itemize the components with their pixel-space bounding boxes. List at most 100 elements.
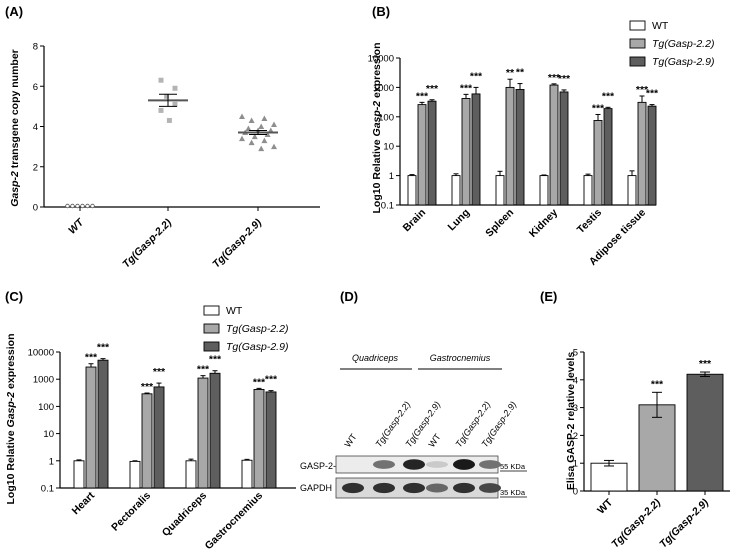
blot-band	[426, 461, 448, 468]
legend-b: WT Tg(Gasp-2.2) Tg(Gasp-2.9)	[629, 20, 714, 68]
data-point	[251, 133, 258, 140]
x-tick-label: Gastrocnemius	[203, 490, 266, 551]
bar	[583, 175, 593, 206]
y-tick-label: 0	[573, 487, 578, 498]
bar	[73, 460, 85, 489]
y-tick-label: 0.1	[41, 484, 54, 495]
legend-swatch	[203, 341, 220, 352]
x-tick-label: Quadriceps	[160, 490, 209, 539]
bar	[471, 93, 481, 206]
significance-stars: ***	[97, 342, 110, 354]
y-tick-label: 3	[573, 403, 578, 414]
x-tick-label: Brain	[401, 207, 428, 234]
data-point	[75, 203, 80, 209]
x-tick-label: Spleen	[483, 207, 516, 240]
bar	[647, 105, 657, 206]
data-point	[261, 137, 268, 144]
data-point	[258, 123, 265, 129]
data-point	[80, 203, 85, 209]
legend-c: WT Tg(Gasp-2.2) Tg(Gasp-2.9)	[203, 305, 288, 353]
bar	[85, 366, 97, 489]
bar	[515, 89, 525, 206]
bar	[265, 391, 277, 489]
y-axis-label: Gasp-2 transgene copy number	[9, 49, 21, 207]
bar	[549, 84, 559, 206]
bar	[141, 393, 153, 489]
significance-stars: ***	[141, 381, 154, 393]
y-tick-label: 8	[33, 42, 38, 53]
bar	[427, 100, 437, 206]
data-point	[245, 125, 252, 132]
y-tick-label: 10000	[368, 54, 394, 65]
data-point	[271, 143, 277, 150]
blot-group-label: Gastrocnemius	[430, 353, 491, 363]
data-point	[85, 203, 90, 209]
panel-label: (B)	[372, 4, 390, 19]
y-tick-label: 2	[33, 162, 38, 173]
significance-stars: ***	[602, 90, 615, 102]
y-tick-label: 100	[38, 402, 54, 413]
significance-stars: ***	[460, 82, 473, 94]
blot-row-label: GAPDH	[300, 483, 332, 493]
blot-band	[403, 482, 425, 494]
data-point	[166, 117, 172, 123]
y-tick-label: 1	[573, 459, 578, 470]
x-tick-label: Heart	[70, 489, 98, 517]
bar	[603, 108, 613, 206]
bar	[197, 377, 209, 489]
significance-stars: ***	[416, 90, 429, 102]
bar	[627, 175, 637, 206]
data-point	[158, 107, 164, 113]
x-tick-label: Tg(Gasp-2.9)	[210, 216, 264, 270]
y-tick-label: 1000	[33, 375, 54, 386]
legend-label: Tg(Gasp-2.2)	[652, 38, 714, 50]
x-tick-label: WT	[66, 216, 87, 237]
bar	[590, 462, 628, 492]
data-point	[164, 93, 170, 99]
legend-label: Tg(Gasp-2.2)	[226, 323, 288, 335]
panel-label: (E)	[540, 289, 557, 304]
bar	[407, 175, 417, 206]
y-tick-label: 10	[383, 142, 394, 153]
significance-stars: ***	[646, 88, 659, 100]
y-axis-label: Elisa GASP-2 relative levels	[565, 352, 577, 490]
bar	[241, 459, 253, 489]
data-point	[239, 135, 245, 142]
significance-stars: ***	[197, 364, 210, 376]
x-tick-label: Tg(Gasp-2.2)	[609, 496, 663, 550]
x-tick-label: Pectoralis	[109, 490, 153, 534]
bar	[505, 86, 515, 206]
y-tick-label: 5	[573, 348, 578, 359]
legend-swatch	[629, 38, 646, 49]
panel-label: (A)	[5, 4, 23, 19]
bar	[451, 175, 461, 206]
bar	[461, 98, 471, 206]
x-tick-label: Tg(Gasp-2.2)	[120, 216, 174, 270]
y-tick-label: 100	[378, 112, 394, 123]
bar	[495, 175, 505, 206]
significance-stars: **	[516, 67, 525, 79]
panel-label: (C)	[5, 289, 23, 304]
bar	[153, 386, 165, 489]
y-axis-label: Log10 Relative Gasp-2 expression	[5, 333, 17, 504]
blot-band	[453, 459, 475, 470]
bar	[97, 359, 109, 489]
panel-e: (E) Elisa GASP-2 relative levels 0 1 2 3 4 5 W…	[540, 289, 730, 551]
blot-band	[373, 460, 395, 469]
data-point	[158, 77, 164, 83]
legend-swatch	[629, 20, 646, 31]
data-point	[271, 121, 277, 127]
y-tick-label: 6	[33, 82, 38, 93]
blot-band	[426, 483, 448, 493]
blot-size-marker: 35 KDa	[500, 488, 526, 497]
lane-label: WT	[426, 432, 443, 450]
legend-swatch	[203, 323, 220, 334]
data-point	[172, 85, 178, 91]
data-point	[65, 203, 70, 209]
panel-d: (D) Quadriceps Gastrocnemius GASP-2-V5 G…	[300, 289, 527, 499]
blot-size-marker: 55 KDa	[500, 462, 526, 471]
bar	[253, 388, 265, 489]
x-tick-label: Lung	[445, 207, 472, 234]
blot-band	[342, 482, 364, 494]
y-tick-label: 10000	[28, 348, 54, 359]
